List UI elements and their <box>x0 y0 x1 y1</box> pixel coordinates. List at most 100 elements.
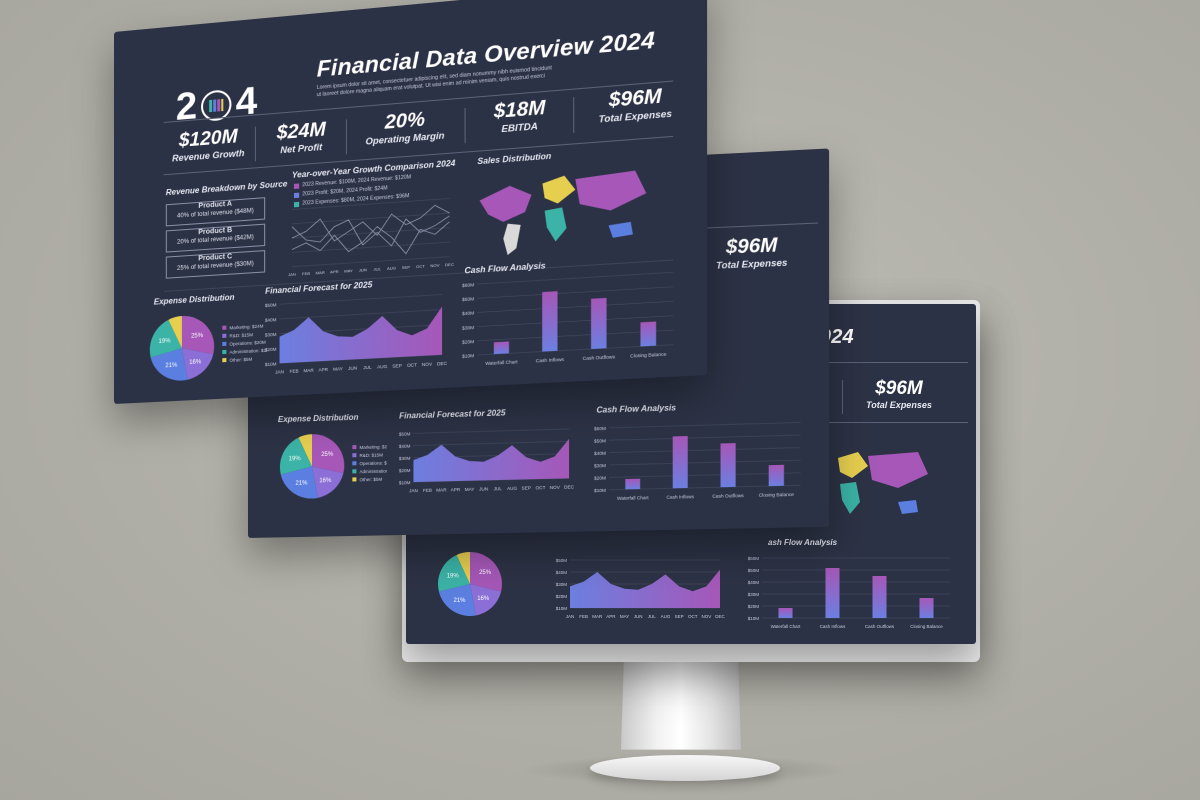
x-tick-label: JUN <box>359 267 367 273</box>
x-tick-label: AUG <box>661 614 671 619</box>
year-digit: 4 <box>236 80 258 125</box>
y-tick-label: $40M <box>399 444 411 449</box>
cash-flow-bar <box>640 322 656 347</box>
y-tick-label: $20M <box>399 468 411 473</box>
pie-slice-label: 21% <box>295 481 308 487</box>
x-tick-label: Cash Inflows <box>536 357 565 364</box>
cash-flow-bar <box>494 341 509 354</box>
pie-slice-label: 25% <box>479 570 492 576</box>
y-tick-label: $50M <box>748 568 760 573</box>
stat-net-profit: $24M Net Profit <box>265 118 337 156</box>
gridline <box>292 242 450 252</box>
x-tick-label: JUN <box>348 365 357 371</box>
forecast-chart: $50M $40M $30M $20M $10M JAN FEB MAR APR MAY JUN JU… <box>389 423 575 499</box>
year-digit: 2 <box>176 85 197 130</box>
x-tick-label: MAY <box>465 487 475 492</box>
cash-flow-bar <box>779 608 793 618</box>
forecast-chart: $50M $40M $30M $20M $10M JAN FEB MAR APR MAY JUN JU… <box>546 554 726 624</box>
y-tick-label: $50M <box>462 296 474 302</box>
x-tick-label: NOV <box>430 262 440 268</box>
source-name: Product C <box>198 253 232 262</box>
legend-label: Operations: $20M <box>359 460 386 466</box>
x-tick-label: DEC <box>715 614 725 619</box>
legend-swatch <box>222 326 226 330</box>
separator <box>842 380 843 414</box>
source-detail: 25% of total revenue ($30M) <box>177 261 254 272</box>
x-tick-label: FEB <box>423 488 432 493</box>
pie-slice-label: 19% <box>289 456 302 462</box>
map-europe <box>542 175 575 205</box>
x-tick-label: APR <box>318 367 328 373</box>
yoy-line-chart: JAN FEB MAR APR MAY JUN JUL AUG SEP OCT NOV DEC <box>286 194 454 279</box>
gridline <box>477 287 673 298</box>
y-tick-label: $60M <box>748 556 760 561</box>
revenue-source-card: Product A 40% of total revenue ($48M) <box>166 197 265 226</box>
cash-flow-bar <box>673 436 688 488</box>
y-tick-label: $10M <box>556 606 568 611</box>
cash-flow-title: Cash Flow Analysis <box>465 261 546 275</box>
cash-flow-title: Cash Flow Analysis <box>596 403 676 415</box>
map-africa <box>840 482 860 514</box>
gridline <box>477 272 673 284</box>
separator <box>465 108 466 143</box>
y-tick-label: $10M <box>265 361 277 367</box>
y-tick-label: $50M <box>556 558 568 563</box>
forecast-area <box>280 307 442 364</box>
x-tick-label: NOV <box>701 614 711 619</box>
x-tick-label: Cash Outflows <box>712 493 744 499</box>
pie-slice-label: 16% <box>189 359 202 366</box>
revenue-breakdown-title: Revenue Breakdown by Source <box>166 179 288 197</box>
x-tick-label: MAY <box>344 268 353 274</box>
legend-swatch <box>352 469 356 473</box>
x-tick-label: MAR <box>592 614 603 619</box>
cash-flow-bar <box>873 576 887 618</box>
stat-revenue-growth: $120M Revenue Growth <box>168 125 249 164</box>
source-name: Product A <box>198 201 232 210</box>
gridline <box>413 429 569 433</box>
x-tick-label: FEB <box>579 614 588 619</box>
legend-swatch <box>222 350 226 354</box>
source-detail: 40% of total revenue ($48M) <box>177 208 254 219</box>
y-tick-label: $20M <box>462 339 474 345</box>
x-tick-label: APR <box>606 614 616 619</box>
x-tick-label: JAN <box>275 369 284 375</box>
source-name: Product B <box>198 227 232 236</box>
x-tick-label: DEC <box>445 262 454 268</box>
pie-slice-label: 19% <box>159 338 172 345</box>
source-detail: 20% of total revenue ($42M) <box>177 235 254 246</box>
gridline <box>292 257 450 267</box>
separator <box>346 119 347 154</box>
separator <box>573 97 574 133</box>
legend-label: Other: $5M <box>359 477 382 483</box>
x-tick-label: JUN <box>479 486 488 491</box>
expense-pie: 25% 16% 21% 19% Marketing: $24M R&D: $15M Oper… <box>276 424 387 507</box>
x-tick-label: DEC <box>437 361 448 367</box>
x-tick-label: MAY <box>333 366 343 372</box>
legend-label: R&D: $15M <box>359 452 383 458</box>
x-tick-label: JUL <box>373 266 381 272</box>
y-tick-label: $50M <box>265 302 277 308</box>
map-asia <box>868 452 928 488</box>
gradient-bars-icon <box>208 96 224 114</box>
y-tick-label: $50M <box>594 438 606 443</box>
cash-flow-chart: $60M $50M $40M $30M $20M $10M Waterfall Chart C… <box>450 265 680 371</box>
map-south-america <box>503 223 520 256</box>
legend-swatch <box>352 445 356 449</box>
y-tick-label: $40M <box>594 451 606 456</box>
forecast-chart: $50M $40M $30M $20M $10M JAN FEB MAR APR MAY JUN JU… <box>255 288 449 381</box>
world-map <box>471 151 669 261</box>
pie-slice-label: 25% <box>191 333 204 340</box>
x-tick-label: OCT <box>416 263 426 269</box>
x-tick-label: JUL <box>363 365 372 371</box>
legend-swatch <box>222 334 226 338</box>
y-tick-label: $10M <box>462 353 474 359</box>
x-tick-label: MAR <box>303 368 314 374</box>
legend-label: R&D: $15M <box>229 332 253 338</box>
y-tick-label: $20M <box>265 347 277 353</box>
x-tick-label: Closing Balance <box>759 492 795 498</box>
cash-flow-chart: $60M $50M $40M $30M $20M $10M Waterfall Chart C… <box>582 416 807 505</box>
stat-total-expenses: $96M Total Expenses <box>854 378 944 410</box>
x-tick-label: DEC <box>564 484 575 489</box>
x-tick-label: JUL <box>648 614 656 619</box>
x-tick-label: JUN <box>634 614 643 619</box>
